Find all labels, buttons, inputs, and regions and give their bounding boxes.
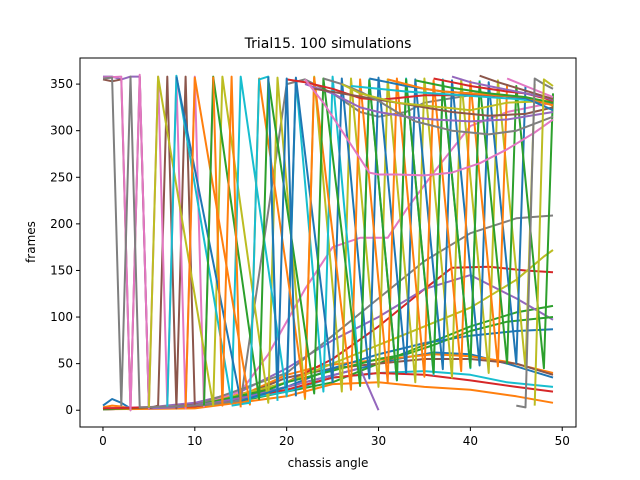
y-axis: 0 50 100 150 200 250 300 350: [50, 77, 80, 417]
plot-frame: [79, 57, 577, 428]
series-line: [212, 75, 242, 408]
series-line: [341, 83, 554, 112]
series-line: [314, 87, 554, 117]
series-line: [267, 76, 297, 397]
y-tick-label: 350: [50, 77, 73, 91]
series-line: [479, 74, 554, 100]
y-tick-label: 100: [50, 310, 73, 324]
y-tick-label: 300: [50, 124, 73, 138]
x-tick-label: 0: [99, 434, 107, 448]
x-tick-label: 40: [463, 434, 478, 448]
series-line: [533, 78, 554, 406]
y-tick-label: 0: [65, 403, 73, 417]
x-tick-label: 10: [187, 434, 202, 448]
x-tick-label: 20: [279, 434, 294, 448]
y-tick-label: 250: [50, 170, 73, 184]
y-tick-label: 200: [50, 217, 73, 231]
series-line: [350, 85, 554, 104]
x-tick-label: 50: [555, 434, 570, 448]
y-tick-label: 50: [58, 357, 73, 371]
series-line: [304, 78, 554, 177]
series-group: [102, 73, 554, 412]
x-tick-label: 30: [371, 434, 386, 448]
y-axis-label: frames: [24, 221, 38, 263]
series-line: [102, 214, 554, 411]
chart-title: Trial15. 100 simulations: [244, 36, 412, 52]
series-line: [203, 75, 554, 406]
series-line: [415, 79, 554, 104]
x-axis: 0 10 20 30 40 50: [99, 427, 570, 448]
series-line: [323, 77, 554, 136]
x-axis-label: chassis angle: [288, 456, 369, 470]
y-tick-label: 150: [50, 263, 73, 277]
series-line: [102, 73, 215, 412]
series-line: [516, 77, 554, 409]
series-line: [102, 274, 554, 410]
